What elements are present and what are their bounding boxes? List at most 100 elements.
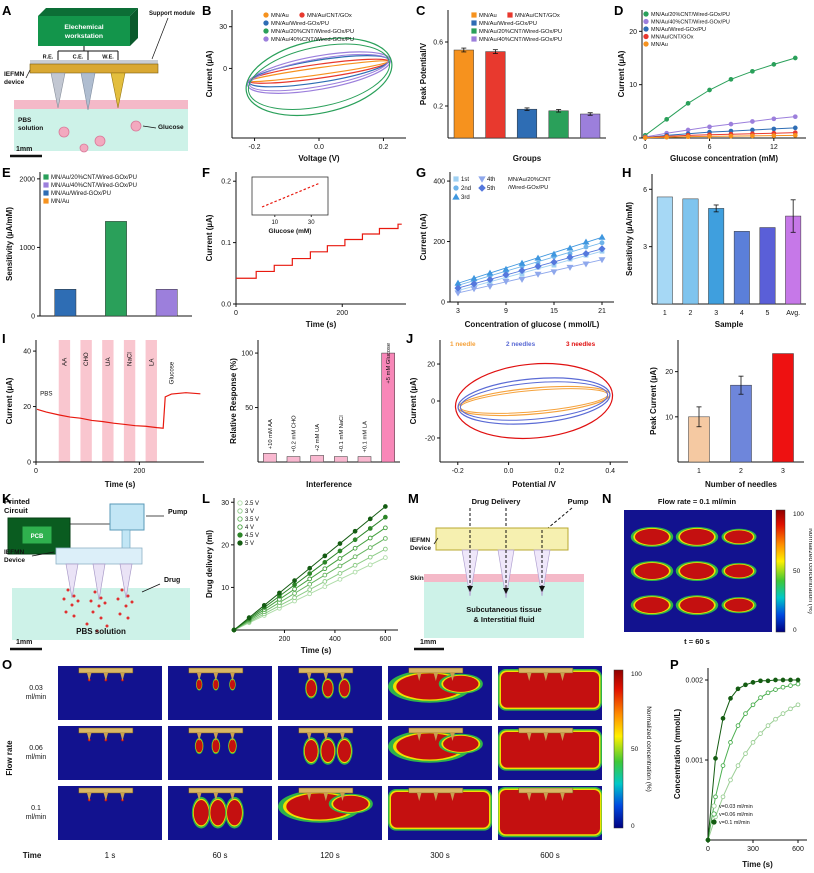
panel-o-label: O [2, 657, 13, 672]
chart-sensitivity-bars: 0 1000 2000 Sensitivity (µA/mM) MN/Au/20%CNT… [5, 172, 192, 321]
svg-text:4.5 V: 4.5 V [245, 533, 259, 539]
svg-text:5: 5 [766, 310, 770, 317]
svg-text:300 s: 300 s [430, 851, 450, 860]
drug-delivery-label: Drug Delivery [472, 497, 522, 506]
scalebar-label: 1mm [420, 639, 436, 646]
svg-text:3rd: 3rd [461, 195, 470, 201]
printed-circuit-label-line2: Circuit [4, 506, 28, 515]
svg-text:Time (s): Time (s) [301, 646, 332, 655]
iefmn-device-label-line2: Device [410, 545, 431, 552]
panel-f-label: F [202, 165, 210, 180]
svg-text:0.6: 0.6 [433, 40, 443, 47]
svg-text:MN/Au/Wired-GOx/PU: MN/Au/Wired-GOx/PU [651, 27, 706, 33]
svg-text:0: 0 [234, 310, 238, 317]
svg-text:Sensitivity (µA/mM): Sensitivity (µA/mM) [625, 202, 634, 276]
glucose-label: Glucose [158, 124, 184, 131]
panel-g-label: G [416, 165, 427, 180]
svg-text:/Wired-GOx/PU: /Wired-GOx/PU [508, 185, 548, 191]
panel-i: I AA CHO UA NaCl LA 0 200 0 20 40 Time (s) Current … [2, 331, 404, 490]
pcb-label: PCB [31, 534, 44, 540]
scalebar-label: 1mm [16, 146, 32, 153]
svg-text:MN/Au/Wired-GOx/PU: MN/Au/Wired-GOx/PU [479, 21, 537, 27]
svg-text:MN/Au/20%CNT/Wired-GOx/PU: MN/Au/20%CNT/Wired-GOx/PU [51, 175, 137, 181]
svg-text:Interference: Interference [306, 480, 352, 489]
svg-text:2: 2 [739, 468, 743, 475]
svg-text:4: 4 [740, 310, 744, 317]
svg-text:t = 60 s: t = 60 s [684, 637, 710, 646]
panel-c: C 0.2 0.6 Groups Peak Potential/V MN/Au MN/Au… [416, 3, 612, 164]
svg-text:-0.2: -0.2 [249, 144, 261, 151]
svg-text:0: 0 [27, 460, 31, 467]
panel-p: P 0 300 600 0.001 0.002 Time (s) Concentration… [670, 657, 812, 870]
svg-text:20: 20 [221, 542, 229, 549]
needle-we [110, 72, 126, 109]
svg-text:v=0.03 ml/min: v=0.03 ml/min [719, 804, 753, 810]
svg-text:1st: 1st [461, 177, 469, 183]
svg-text:+2 mM UA: +2 mM UA [315, 424, 321, 452]
panel-b: B -0.2 0.0 0.2 0 30 Voltage (V) Current (µA) MN… [202, 3, 414, 164]
device-pointer-line [31, 551, 55, 557]
svg-text:0.2: 0.2 [433, 104, 443, 111]
svg-text:2 needles: 2 needles [506, 341, 536, 348]
workstation-side [130, 8, 138, 46]
svg-text:0: 0 [706, 846, 710, 853]
svg-text:MN/Au/20%CNT: MN/Au/20%CNT [508, 177, 551, 183]
svg-text:UA: UA [105, 357, 112, 366]
panel-h-label: H [622, 165, 632, 180]
svg-text:0.002: 0.002 [685, 678, 703, 685]
svg-text:MN/Au/40%CNT/Wired-GOx/PU: MN/Au/40%CNT/Wired-GOx/PU [479, 37, 562, 43]
pump-line [547, 507, 573, 529]
svg-text:MN/Au/CNT/GOx: MN/Au/CNT/GOx [307, 13, 352, 19]
svg-text:0: 0 [223, 66, 227, 73]
panel-l-label: L [202, 491, 210, 506]
panel-p-label: P [670, 657, 679, 672]
svg-text:9: 9 [504, 308, 508, 315]
svg-text:1: 1 [663, 310, 667, 317]
svg-text:ml/min: ml/min [26, 754, 47, 761]
svg-text:Relative Response (%): Relative Response (%) [229, 358, 238, 444]
svg-text:200: 200 [336, 310, 348, 317]
svg-text:4th: 4th [487, 177, 495, 183]
svg-text:15: 15 [550, 308, 558, 315]
panel-n: N Flow rate = 0.1 ml/min 100 50 0 Normalized… [602, 491, 812, 656]
device-bar [29, 63, 159, 74]
svg-text:5th: 5th [487, 186, 495, 192]
svg-text:300: 300 [747, 846, 759, 853]
svg-text:12: 12 [770, 144, 778, 151]
svg-text:Normalized concentration (%): Normalized concentration (%) [645, 706, 652, 792]
svg-text:+0.1 mM NaCl: +0.1 mM NaCl [339, 415, 345, 452]
svg-text:3 needles: 3 needles [566, 341, 596, 348]
svg-text:Time: Time [23, 851, 42, 860]
svg-text:Current (µA): Current (µA) [205, 214, 214, 261]
pbs-label-line2: solution [18, 125, 43, 132]
chart-glucose-response-lines: 0 6 12 0 10 20 Glucose concentration (mM) Curre… [617, 10, 806, 163]
needle-2 [92, 563, 106, 601]
svg-text:100: 100 [793, 511, 804, 518]
svg-text:0: 0 [31, 314, 35, 321]
svg-text:ml/min: ml/min [26, 694, 47, 701]
svg-text:0.2: 0.2 [221, 179, 231, 186]
svg-text:0: 0 [793, 627, 797, 634]
svg-text:Current (µA): Current (µA) [5, 377, 14, 424]
svg-text:MN/Au: MN/Au [651, 42, 668, 48]
svg-text:+10 mM AA: +10 mM AA [268, 419, 274, 449]
pbs-label-line1: PBS [18, 117, 32, 124]
needle-ce [80, 72, 96, 111]
panel-k: K Printed Circuit PCB Pump [2, 491, 200, 656]
svg-text:100: 100 [631, 671, 642, 678]
svg-text:LA: LA [148, 358, 155, 366]
panel-a: A Elechemical workstation Support module… [2, 3, 200, 164]
svg-text:Current (nA): Current (nA) [419, 213, 428, 260]
panel-b-label: B [202, 3, 212, 18]
svg-text:Glucose: Glucose [169, 361, 176, 384]
panel-k-schematic: Printed Circuit PCB Pump [4, 497, 190, 651]
svg-text:Concentration (mmol/L): Concentration (mmol/L) [673, 709, 682, 800]
svg-text:Peak Potential/V: Peak Potential/V [419, 42, 428, 105]
svg-text:-20: -20 [425, 435, 435, 442]
svg-text:0.001: 0.001 [685, 758, 703, 765]
svg-text:Current (µA): Current (µA) [409, 377, 418, 424]
pump-box [109, 503, 145, 531]
panel-m: M Drug Delivery Pump IEFMN Device Skin S… [408, 491, 600, 656]
svg-text:Glucose concentration (mM): Glucose concentration (mM) [670, 154, 778, 163]
panel-l: L 200 400 600 10 20 30 Time (s) Drug delivery (… [202, 491, 406, 656]
